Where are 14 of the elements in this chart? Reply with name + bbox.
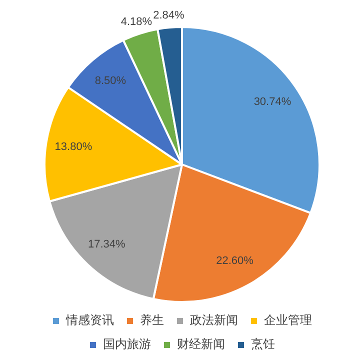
data-label: 4.18% bbox=[120, 16, 152, 28]
data-label: 22.60% bbox=[216, 255, 254, 268]
data-label: 13.80% bbox=[54, 140, 92, 153]
data-label: 8.50% bbox=[94, 74, 126, 87]
data-label: 30.74% bbox=[254, 96, 292, 108]
legend-label: 企业管理 bbox=[264, 313, 312, 328]
legend-label: 养生 bbox=[140, 313, 164, 328]
legend-label: 烹饪 bbox=[251, 337, 275, 352]
data-label: 2.84% bbox=[153, 10, 184, 22]
data-label: 17.34% bbox=[88, 238, 126, 251]
legend-label: 情感资讯 bbox=[65, 313, 114, 328]
legend-label: 国内旅游 bbox=[103, 337, 151, 352]
legend-label: 财经新闻 bbox=[177, 337, 225, 352]
legend-label: 政法新闻 bbox=[190, 313, 238, 328]
